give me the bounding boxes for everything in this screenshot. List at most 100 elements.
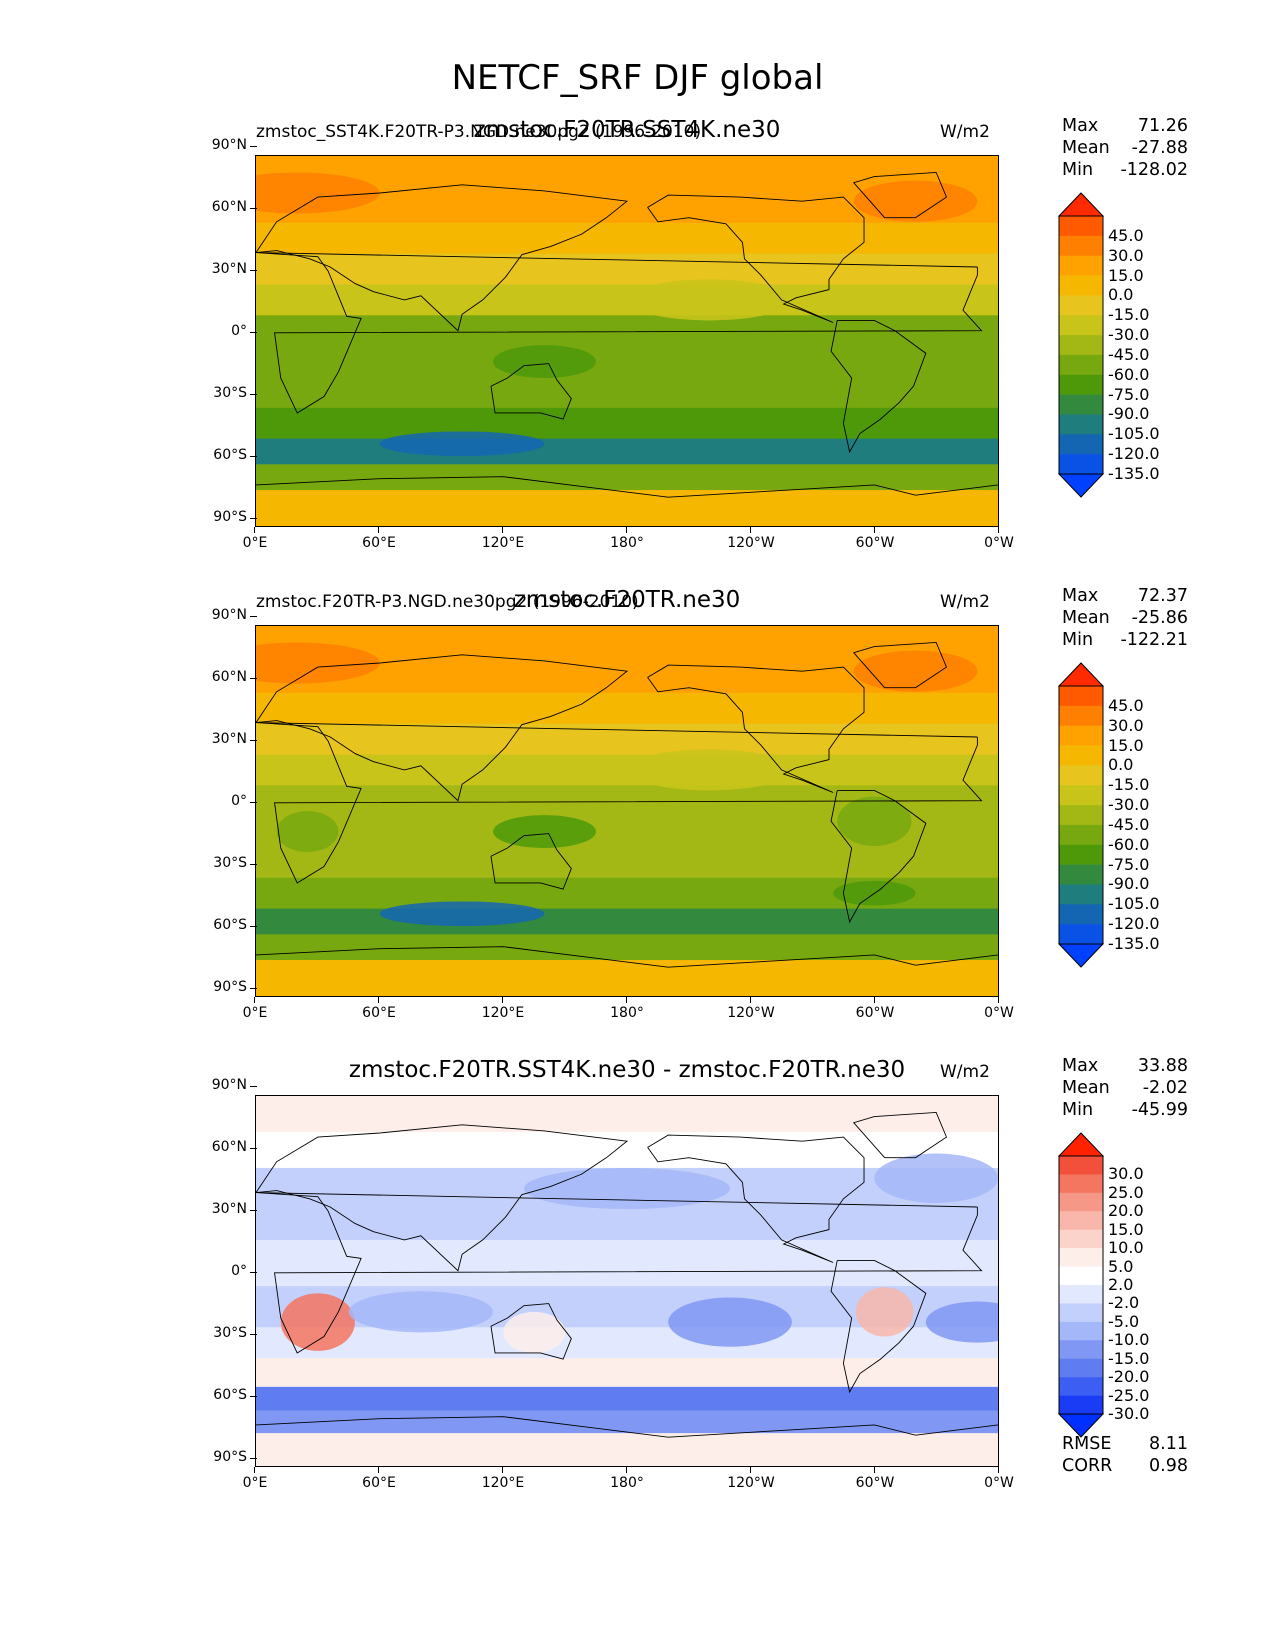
- field-feature: [627, 279, 792, 321]
- colorbar-segment: [1059, 765, 1103, 786]
- rmse-label: RMSE: [1062, 1434, 1112, 1454]
- ytick-label: 60°S: [195, 917, 257, 933]
- colorbar-tick-label: -60.0: [1108, 364, 1150, 384]
- colorbar-segment: [1059, 1192, 1103, 1212]
- colorbar-extend-top: [1057, 662, 1105, 687]
- stat-max-value: 71.26: [1137, 116, 1188, 136]
- field-feature: [493, 345, 597, 378]
- panel-center-title: zmstoc.F20TR.SST4K.ne30 - zmstoc.F20TR.n…: [348, 1057, 906, 1083]
- field-feature: [256, 642, 380, 684]
- stat-max-label: Max: [1062, 586, 1099, 606]
- colorbar-tick-label: 2.0: [1108, 1275, 1134, 1294]
- colorbar-tick-label: -120.0: [1108, 444, 1160, 464]
- field-feature: [837, 796, 912, 846]
- ytick-label: 60°N: [195, 199, 257, 215]
- ytick-label: 90°S: [195, 1449, 257, 1465]
- coastline: [256, 184, 629, 332]
- field-feature: [627, 749, 792, 791]
- colorbar-tick-label: 15.0: [1108, 1219, 1144, 1239]
- corr-label: CORR: [1062, 1456, 1113, 1476]
- field-feature: [523, 1167, 731, 1210]
- xtick-label: 120°E: [463, 997, 543, 1021]
- zonal-band: [256, 1131, 998, 1169]
- zonal-band: [256, 253, 998, 285]
- ytick-label: 30°S: [195, 385, 257, 401]
- colorbar-tick-label: -75.0: [1108, 854, 1150, 874]
- colorbar-segment: [1059, 454, 1103, 475]
- stat-min-value: -45.99: [1131, 1100, 1188, 1120]
- stats-block: Max 71.26 Mean -27.88 Min -128.02: [1062, 115, 1188, 181]
- ytick-label: 90°S: [195, 509, 257, 525]
- colorbar-segment: [1059, 315, 1103, 336]
- colorbar-tick-label: -25.0: [1108, 1385, 1150, 1405]
- colorbar-segment: [1059, 216, 1103, 237]
- xtick-label: 180°: [587, 527, 667, 551]
- field-feature: [256, 172, 380, 214]
- colorbar-tick-label: -30.0: [1108, 795, 1150, 815]
- xtick-label: 60°W: [835, 1467, 915, 1491]
- coastline: [830, 1259, 927, 1394]
- colorbar-segment: [1059, 824, 1103, 846]
- xtick-label: 120°W: [711, 527, 791, 551]
- colorbar-tick-label: -10.0: [1108, 1330, 1150, 1350]
- coastline: [256, 476, 998, 498]
- colorbar-segment: [1059, 924, 1103, 945]
- colorbar-segment: [1059, 1377, 1103, 1396]
- colorbar-segment: [1059, 805, 1103, 826]
- colorbar-extend-bottom: [1057, 473, 1105, 498]
- field-feature: [853, 180, 978, 222]
- zonal-band: [256, 438, 998, 465]
- ytick-label: 60°N: [195, 669, 257, 685]
- colorbar-segment: [1059, 374, 1103, 395]
- xtick-label: 120°E: [463, 527, 543, 551]
- colorbar-tick-label: 30.0: [1108, 715, 1144, 735]
- field-feature: [379, 901, 545, 927]
- colorbar-segment: [1059, 1229, 1103, 1249]
- ytick-label: 60°S: [195, 1387, 257, 1403]
- colorbar: [1057, 662, 1105, 968]
- zonal-band: [256, 908, 998, 935]
- xtick-label: 120°E: [463, 1467, 543, 1491]
- colorbar-outline: [1058, 215, 1104, 475]
- colorbar-segment: [1059, 686, 1103, 707]
- panel-units: W/m2: [940, 122, 990, 142]
- colorbar-segment: [1059, 1303, 1103, 1323]
- field-feature: [276, 811, 339, 853]
- colorbar-tick-label: 45.0: [1108, 225, 1144, 245]
- corr-value: 0.98: [1149, 1456, 1188, 1476]
- panel-difference: zmstoc.F20TR.SST4K.ne30 - zmstoc.F20TR.n…: [0, 1050, 1275, 1520]
- ytick-label: 90°N: [195, 607, 257, 623]
- colorbar: [1057, 192, 1105, 498]
- panel-left-title: zmstoc_SST4K.F20TR-P3.NGD.ne30pg2 (1996-…: [256, 122, 702, 142]
- colorbar-segment: [1059, 904, 1103, 925]
- stat-min-label: Min: [1062, 1100, 1094, 1120]
- xtick-label: 0°E: [215, 997, 295, 1021]
- xtick-label: 0°W: [959, 1467, 1039, 1491]
- coastline: [256, 946, 998, 968]
- colorbar-tick-label: 30.0: [1108, 1164, 1144, 1184]
- colorbar-extend-top: [1057, 1132, 1105, 1157]
- stat-min-label: Min: [1062, 630, 1094, 650]
- field-feature: [853, 650, 978, 692]
- zonal-band: [256, 1410, 998, 1434]
- colorbar-tick-label: 10.0: [1108, 1238, 1144, 1258]
- colorbar: [1057, 1132, 1105, 1438]
- colorbar-segment: [1059, 335, 1103, 356]
- colorbar-segment: [1059, 354, 1103, 376]
- colorbar-segment: [1059, 434, 1103, 455]
- zonal-band: [256, 1096, 998, 1133]
- stat-max-label: Max: [1062, 1056, 1099, 1076]
- colorbar-segment: [1059, 1340, 1103, 1360]
- field-feature: [276, 341, 339, 383]
- xtick-label: 60°E: [339, 527, 419, 551]
- coastline: [490, 1303, 572, 1360]
- colorbar-tick-label: 5.0: [1108, 1256, 1134, 1276]
- colorbar-tick-label: -15.0: [1108, 775, 1150, 795]
- colorbar-segment: [1059, 1266, 1103, 1286]
- field-feature: [280, 1293, 355, 1351]
- zonal-band: [256, 723, 998, 755]
- zonal-band: [256, 1386, 998, 1411]
- field-feature: [855, 1287, 914, 1337]
- xtick-label: 120°W: [711, 1467, 791, 1491]
- colorbar-segment: [1059, 1321, 1103, 1341]
